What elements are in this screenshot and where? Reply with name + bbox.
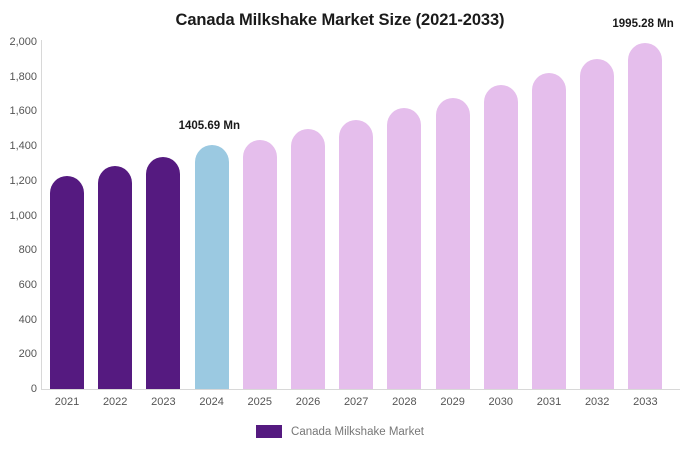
y-axis-tick-label: 400: [18, 313, 37, 326]
bar-2030[interactable]: [483, 85, 518, 389]
y-axis-tick-label: 1,400: [9, 140, 37, 153]
bar-2032[interactable]: [580, 58, 615, 389]
y-axis-tick-label: 2,000: [9, 36, 37, 48]
bar-2021[interactable]: [50, 175, 84, 389]
bar-2023[interactable]: [146, 157, 181, 389]
bar-2031[interactable]: [532, 72, 566, 389]
legend-swatch-canada-milkshake-market: [256, 425, 283, 438]
y-axis-line: [41, 40, 42, 390]
bar-2026[interactable]: [291, 129, 325, 389]
legend-label-canada-milkshake-market: Canada Milkshake Market: [291, 425, 424, 438]
y-axis-tick-label: 1,600: [9, 105, 37, 118]
x-axis-tick-label-2022: 2022: [102, 396, 128, 408]
x-axis-tick-label-2023: 2023: [151, 396, 176, 408]
bar-2029[interactable]: [435, 97, 470, 389]
data-label-2033: 1995.28 Mn: [612, 17, 674, 30]
x-axis-tick-label-2033: 2033: [633, 396, 658, 408]
y-axis-tick-label: 1,200: [9, 174, 37, 187]
bar-2027[interactable]: [339, 119, 374, 389]
bar-2022[interactable]: [98, 166, 133, 389]
x-axis-tick-label-2029: 2029: [440, 396, 465, 408]
bar-2028[interactable]: [387, 108, 422, 389]
y-axis-tick-labels: 0 200 400 600 800 1,000 1,200 1,400 1,600 1,800 2,…: [0, 0, 37, 450]
x-axis-tick-label-2021: 2021: [54, 396, 80, 408]
chart-title: Canada Milkshake Market Size (2021-2033): [175, 11, 505, 29]
y-axis-tick-label: 1,000: [9, 209, 37, 222]
y-axis-tick-label: 800: [18, 244, 37, 257]
y-axis-tick-label: 200: [18, 348, 37, 361]
bar-2025[interactable]: [242, 139, 277, 389]
bar-2033[interactable]: [628, 42, 663, 389]
y-axis-tick-label: 0: [30, 383, 37, 395]
x-axis-tick-label-2031: 2031: [536, 396, 562, 408]
bar-2024[interactable]: [194, 145, 229, 389]
x-axis-tick-label-2025: 2025: [247, 396, 273, 408]
y-axis-tick-label: 600: [18, 278, 37, 291]
x-axis-tick-label-2026: 2026: [295, 396, 321, 408]
x-axis-tick-label-2024: 2024: [199, 396, 224, 408]
y-axis-tick-label: 1,800: [9, 70, 37, 83]
chart-legend: Canada Milkshake Market: [0, 425, 680, 438]
x-axis-tick-label-2028: 2028: [392, 396, 417, 408]
x-axis-tick-label-2030: 2030: [488, 396, 514, 408]
x-axis-tick-label-2027: 2027: [343, 396, 369, 408]
x-axis-line: [41, 389, 680, 390]
data-label-2024: 1405.69 Mn: [178, 120, 240, 133]
x-axis-tick-label-2032: 2032: [584, 396, 610, 408]
